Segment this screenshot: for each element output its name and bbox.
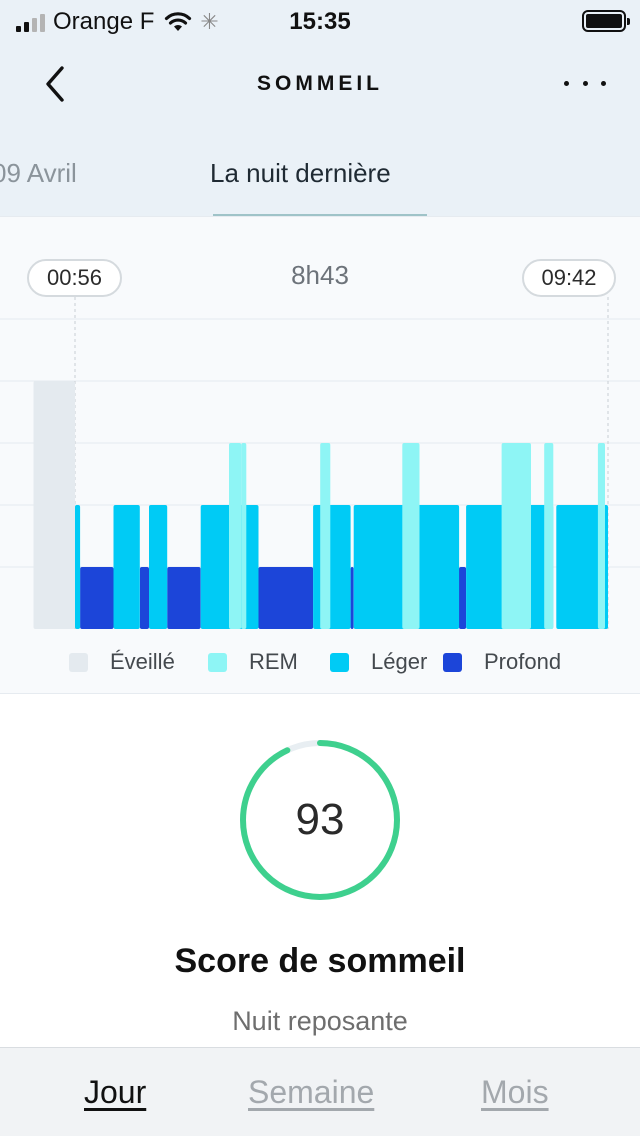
sleep-segment-deep (167, 567, 201, 629)
sleep-segment-rem (402, 443, 420, 629)
more-options-button[interactable] (560, 68, 610, 98)
signal-icon (16, 12, 45, 32)
dot-icon (582, 80, 588, 86)
legend-swatch-awake (69, 652, 88, 672)
sleep-chart-panel: 00:56 8h43 09:42 Éveillé REM Léger Profo… (0, 216, 640, 694)
sleep-segment-rem (229, 443, 242, 629)
chart-legend: Éveillé REM Léger Profond (0, 649, 640, 679)
back-button[interactable] (34, 62, 78, 106)
end-time-pill[interactable]: 09:42 (522, 259, 616, 297)
legend-label-awake: Éveillé (110, 649, 175, 674)
score-value: 93 (295, 795, 345, 844)
status-left: Orange F ✳ (16, 8, 219, 36)
dot-icon (601, 80, 606, 86)
legend-label-light: Léger (371, 649, 428, 674)
sleep-score-section: 93 Score de sommeil Nuit reposante (0, 694, 640, 1048)
sleep-segment-deep (459, 567, 467, 629)
tab-previous-night[interactable]: 09 Avril (0, 158, 77, 188)
sleep-stages-chart[interactable] (0, 217, 640, 637)
activity-spinner-icon: ✳ (200, 9, 219, 34)
score-title: Score de sommeil (174, 942, 466, 980)
sleep-segment-deep (139, 567, 149, 629)
active-tab-indicator (213, 214, 427, 216)
score-subtitle: Nuit reposante (232, 1006, 408, 1036)
legend-item-light: Léger (330, 649, 427, 675)
tab-month[interactable]: Mois (481, 1074, 549, 1110)
legend-label-rem: REM (249, 649, 298, 674)
score-ring (240, 740, 400, 900)
page-title: SOMMEIL (257, 72, 383, 95)
chevron-left-icon (46, 66, 64, 102)
sleep-segment-deep (80, 567, 114, 629)
legend-item-deep: Profond (443, 649, 561, 675)
battery-icon (582, 10, 630, 32)
sleep-segment-light (75, 505, 81, 629)
sleep-segment-rem (241, 443, 247, 629)
tab-day[interactable]: Jour (84, 1074, 147, 1110)
period-tab-bar: Jour Semaine Mois (0, 1047, 640, 1136)
dot-icon (564, 80, 569, 86)
sleep-segment-light (313, 505, 351, 629)
wifi-icon (165, 12, 192, 31)
sleep-segment-awake (33, 381, 75, 629)
sleep-segment-light (113, 505, 140, 629)
sleep-segment-light (556, 505, 608, 629)
start-time-pill[interactable]: 00:56 (27, 259, 122, 297)
tab-last-night[interactable]: La nuit dernière (210, 158, 391, 188)
sleep-segment-rem (544, 443, 554, 629)
score-ring-progress (240, 740, 400, 900)
navigation-bar: SOMMEIL (0, 44, 640, 124)
status-time: 15:35 (289, 8, 351, 35)
sleep-segment-rem (597, 443, 605, 629)
legend-swatch-rem (208, 652, 227, 672)
sleep-duration: 8h43 (291, 260, 349, 290)
legend-swatch-deep (443, 652, 462, 672)
sleep-segment-deep (350, 567, 354, 629)
legend-swatch-light (330, 652, 349, 672)
carrier-label: Orange F (53, 8, 155, 35)
legend-item-awake: Éveillé (69, 649, 175, 675)
sleep-segment-rem (320, 443, 331, 629)
tab-week[interactable]: Semaine (248, 1074, 375, 1110)
status-bar: Orange F ✳ 15:35 (0, 0, 640, 44)
legend-label-deep: Profond (484, 649, 562, 674)
sleep-segment-deep (258, 567, 314, 629)
sleep-segment-rem (501, 443, 531, 629)
header-area: Orange F ✳ 15:35 SOMMEIL 09 Avril La nui… (0, 0, 640, 216)
sleep-segment-light (149, 505, 168, 629)
legend-item-rem: REM (208, 649, 298, 675)
date-tabs: 09 Avril La nuit dernière (0, 130, 640, 216)
